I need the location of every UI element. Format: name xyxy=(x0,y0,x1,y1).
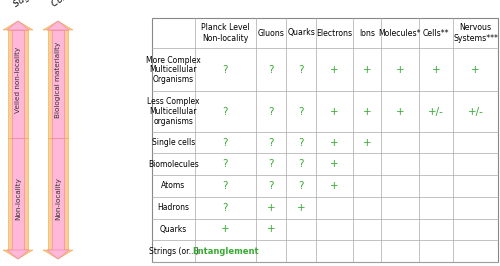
Text: More Complex
Multicellular
Organisms: More Complex Multicellular Organisms xyxy=(146,56,201,84)
Text: +: + xyxy=(396,65,404,75)
Bar xyxy=(152,18,498,262)
Text: +: + xyxy=(330,65,339,75)
Text: Planck Level
Non-locality: Planck Level Non-locality xyxy=(201,23,250,43)
Text: ?: ? xyxy=(222,107,228,117)
Text: Quarks: Quarks xyxy=(160,225,187,234)
Text: Veiled non-locality: Veiled non-locality xyxy=(15,46,21,113)
Text: +: + xyxy=(471,65,480,75)
Text: Entanglement: Entanglement xyxy=(192,247,259,256)
Text: Electrons: Electrons xyxy=(316,28,353,38)
Polygon shape xyxy=(47,250,69,259)
Polygon shape xyxy=(3,21,33,30)
Polygon shape xyxy=(43,250,73,259)
Text: ?: ? xyxy=(268,181,274,191)
Text: Single cells: Single cells xyxy=(152,138,195,147)
Text: Ions: Ions xyxy=(359,28,375,38)
Text: Strings (or...): Strings (or...) xyxy=(148,247,198,256)
Text: +: + xyxy=(362,65,372,75)
Text: Non-locality: Non-locality xyxy=(15,177,21,220)
Text: +: + xyxy=(267,203,276,213)
Bar xyxy=(52,30,64,138)
Text: Hadrons: Hadrons xyxy=(158,203,190,212)
Text: ?: ? xyxy=(222,203,228,213)
Text: ?: ? xyxy=(298,181,304,191)
Text: +/-: +/- xyxy=(468,107,483,117)
Text: Nervous
Systems***: Nervous Systems*** xyxy=(453,23,498,43)
Text: +: + xyxy=(330,181,339,191)
Text: Gluons: Gluons xyxy=(258,28,284,38)
Text: Quarks: Quarks xyxy=(288,28,316,38)
Bar xyxy=(48,138,68,250)
Text: +: + xyxy=(267,225,276,234)
Text: Molecules*: Molecules* xyxy=(378,28,421,38)
Text: +: + xyxy=(330,159,339,169)
Text: Atoms: Atoms xyxy=(162,181,186,190)
Bar xyxy=(48,30,68,138)
Text: +: + xyxy=(297,203,306,213)
Bar xyxy=(12,138,24,250)
Text: ?: ? xyxy=(298,65,304,75)
Text: ?: ? xyxy=(268,65,274,75)
Text: ?: ? xyxy=(222,65,228,75)
Text: +: + xyxy=(330,107,339,117)
Text: +: + xyxy=(362,107,372,117)
Polygon shape xyxy=(7,250,29,259)
Polygon shape xyxy=(43,21,73,30)
Text: ?: ? xyxy=(298,159,304,169)
Text: Biomolecules: Biomolecules xyxy=(148,160,199,169)
Text: ?: ? xyxy=(268,159,274,169)
Polygon shape xyxy=(7,21,29,30)
Bar xyxy=(8,138,28,250)
Text: ?: ? xyxy=(268,107,274,117)
Bar xyxy=(52,138,64,250)
Text: ?: ? xyxy=(222,138,228,148)
Text: Common View: Common View xyxy=(50,0,110,9)
Text: ?: ? xyxy=(268,138,274,148)
Text: Non-locality: Non-locality xyxy=(55,177,61,220)
Text: +: + xyxy=(221,225,230,234)
Bar xyxy=(8,30,28,138)
Text: +/-: +/- xyxy=(428,107,444,117)
Text: ?: ? xyxy=(222,159,228,169)
Polygon shape xyxy=(3,250,33,259)
Text: Less Complex
Multicellular
organisms: Less Complex Multicellular organisms xyxy=(147,97,200,126)
Text: Suggested View: Suggested View xyxy=(12,0,78,9)
Text: ?: ? xyxy=(298,107,304,117)
Text: Cells**: Cells** xyxy=(423,28,450,38)
Polygon shape xyxy=(47,21,69,30)
Text: +: + xyxy=(396,107,404,117)
Text: Biological materiality: Biological materiality xyxy=(55,41,61,118)
Text: +: + xyxy=(432,65,440,75)
Bar xyxy=(12,30,24,138)
Text: +: + xyxy=(330,138,339,148)
Text: +: + xyxy=(362,138,372,148)
Text: ?: ? xyxy=(298,138,304,148)
Text: ?: ? xyxy=(222,181,228,191)
